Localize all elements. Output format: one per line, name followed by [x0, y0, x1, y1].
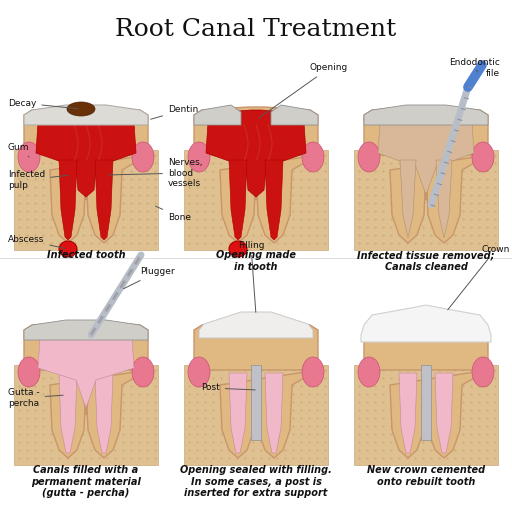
Text: Infected
pulp: Infected pulp [8, 170, 68, 190]
Polygon shape [364, 107, 488, 243]
Polygon shape [59, 373, 77, 453]
Ellipse shape [302, 142, 324, 172]
Text: Plugger: Plugger [123, 267, 175, 289]
Polygon shape [59, 160, 77, 240]
Polygon shape [364, 105, 488, 125]
Polygon shape [400, 160, 416, 238]
Bar [184, 365, 328, 465]
Text: Infected tissue removed;
Canals cleaned: Infected tissue removed; Canals cleaned [357, 250, 495, 271]
Polygon shape [24, 107, 148, 243]
Ellipse shape [67, 102, 95, 116]
Polygon shape [271, 105, 318, 125]
Text: Canals filled with a
permanent material
(gutta - percha): Canals filled with a permanent material … [31, 465, 141, 498]
Ellipse shape [358, 142, 380, 172]
Ellipse shape [472, 357, 494, 387]
Polygon shape [194, 107, 318, 243]
Text: Decay: Decay [8, 98, 78, 109]
Bar [354, 365, 498, 465]
Ellipse shape [472, 142, 494, 172]
Text: Opening: Opening [258, 63, 348, 118]
Text: Endodontic
file: Endodontic file [449, 58, 500, 78]
Text: Filling: Filling [238, 241, 264, 312]
Text: Crown: Crown [447, 245, 509, 310]
Polygon shape [194, 105, 241, 125]
Ellipse shape [229, 241, 247, 257]
Polygon shape [361, 305, 491, 342]
Polygon shape [364, 322, 488, 458]
Polygon shape [38, 327, 134, 408]
Ellipse shape [18, 357, 40, 387]
Polygon shape [206, 110, 306, 197]
Polygon shape [194, 322, 318, 458]
Text: Nerves,
blood
vessels: Nerves, blood vessels [109, 158, 203, 188]
Ellipse shape [132, 142, 154, 172]
Ellipse shape [302, 357, 324, 387]
Polygon shape [199, 312, 313, 338]
Polygon shape [265, 373, 283, 453]
Polygon shape [436, 160, 452, 238]
Polygon shape [95, 373, 113, 453]
Text: Bone: Bone [156, 206, 191, 222]
Text: Dentin: Dentin [151, 105, 198, 119]
Polygon shape [24, 105, 148, 125]
Ellipse shape [59, 241, 77, 257]
Ellipse shape [358, 357, 380, 387]
Text: Gum: Gum [8, 142, 30, 157]
Polygon shape [229, 373, 247, 453]
Ellipse shape [188, 142, 210, 172]
Text: Gutta -
percha: Gutta - percha [8, 388, 63, 408]
Text: Infected tooth: Infected tooth [47, 250, 125, 260]
Polygon shape [95, 160, 113, 240]
Text: New crown cemented
onto rebuilt tooth: New crown cemented onto rebuilt tooth [367, 465, 485, 486]
Bar [421, 365, 431, 440]
Text: Opening sealed with filling.
In some cases, a post is
inserted for extra support: Opening sealed with filling. In some cas… [180, 465, 332, 498]
Polygon shape [229, 160, 247, 240]
Text: Root Canal Treatment: Root Canal Treatment [115, 18, 397, 41]
Polygon shape [36, 110, 136, 197]
Text: Abscess: Abscess [8, 236, 66, 248]
Polygon shape [24, 320, 148, 340]
Ellipse shape [188, 357, 210, 387]
Polygon shape [24, 322, 148, 458]
Polygon shape [378, 112, 474, 195]
Text: Post: Post [201, 383, 255, 393]
Bar [14, 365, 158, 465]
Bar [14, 150, 158, 250]
Polygon shape [399, 373, 417, 453]
Ellipse shape [18, 142, 40, 172]
Polygon shape [265, 160, 283, 240]
Bar [354, 150, 498, 250]
Bar [251, 365, 261, 440]
Ellipse shape [132, 357, 154, 387]
Text: Opening made
in tooth: Opening made in tooth [216, 250, 296, 271]
Bar [184, 150, 328, 250]
Polygon shape [435, 373, 453, 453]
